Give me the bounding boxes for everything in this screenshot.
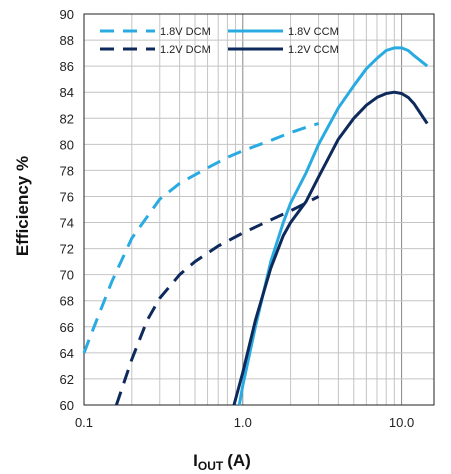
y-tick-label: 76	[60, 189, 74, 204]
x-axis-title-subscript: OUT	[198, 459, 224, 473]
x-tick-label: 1.0	[234, 415, 252, 430]
y-tick-label: 86	[60, 59, 74, 74]
y-tick-label: 68	[60, 294, 74, 309]
y-tick-label: 70	[60, 268, 74, 283]
series-line-1-2v-ccm	[232, 90, 429, 406]
legend-label: 1.2V DCM	[160, 44, 211, 56]
x-axis-title-unit: (A)	[227, 451, 251, 470]
y-tick-label: 72	[60, 242, 74, 257]
legend-label: 1.8V CCM	[288, 26, 339, 38]
x-axis-title: IOUT (A)	[193, 451, 251, 473]
series-line-1-8v-dcm	[82, 122, 320, 354]
y-axis-title: Efficiency %	[13, 156, 32, 256]
series-line-1-8v-ccm	[237, 46, 429, 406]
y-tick-label: 64	[60, 346, 74, 361]
legend-label: 1.8V DCM	[160, 26, 211, 38]
y-tick-label: 78	[60, 163, 74, 178]
x-axis-title-main: I	[193, 451, 198, 470]
y-tick-label: 82	[60, 111, 74, 126]
grid	[83, 13, 434, 406]
legend: 1.8V DCM 1.8V CCM 1.2V DCM 1.2V CCM	[100, 26, 339, 56]
plot-frame	[83, 13, 435, 406]
y-tick-label: 60	[60, 398, 74, 413]
y-tick-label: 62	[60, 372, 74, 387]
y-tick-label: 66	[60, 320, 74, 335]
y-tick-label: 84	[60, 85, 74, 100]
y-tick-label: 88	[60, 33, 74, 48]
tick-labels: 60 62 64 66 68 70 72 74 76 78 80 82 84 86 88 90 0.1 1.0 10…	[60, 7, 415, 430]
x-tick-label: 10.0	[389, 415, 414, 430]
legend-label: 1.2V CCM	[288, 44, 339, 56]
y-tick-label: 90	[60, 7, 74, 22]
series-line-1-2v-dcm	[114, 195, 320, 406]
y-tick-label: 74	[60, 216, 74, 231]
series-lines	[82, 46, 429, 406]
y-tick-label: 80	[60, 137, 74, 152]
x-tick-label: 0.1	[75, 415, 93, 430]
